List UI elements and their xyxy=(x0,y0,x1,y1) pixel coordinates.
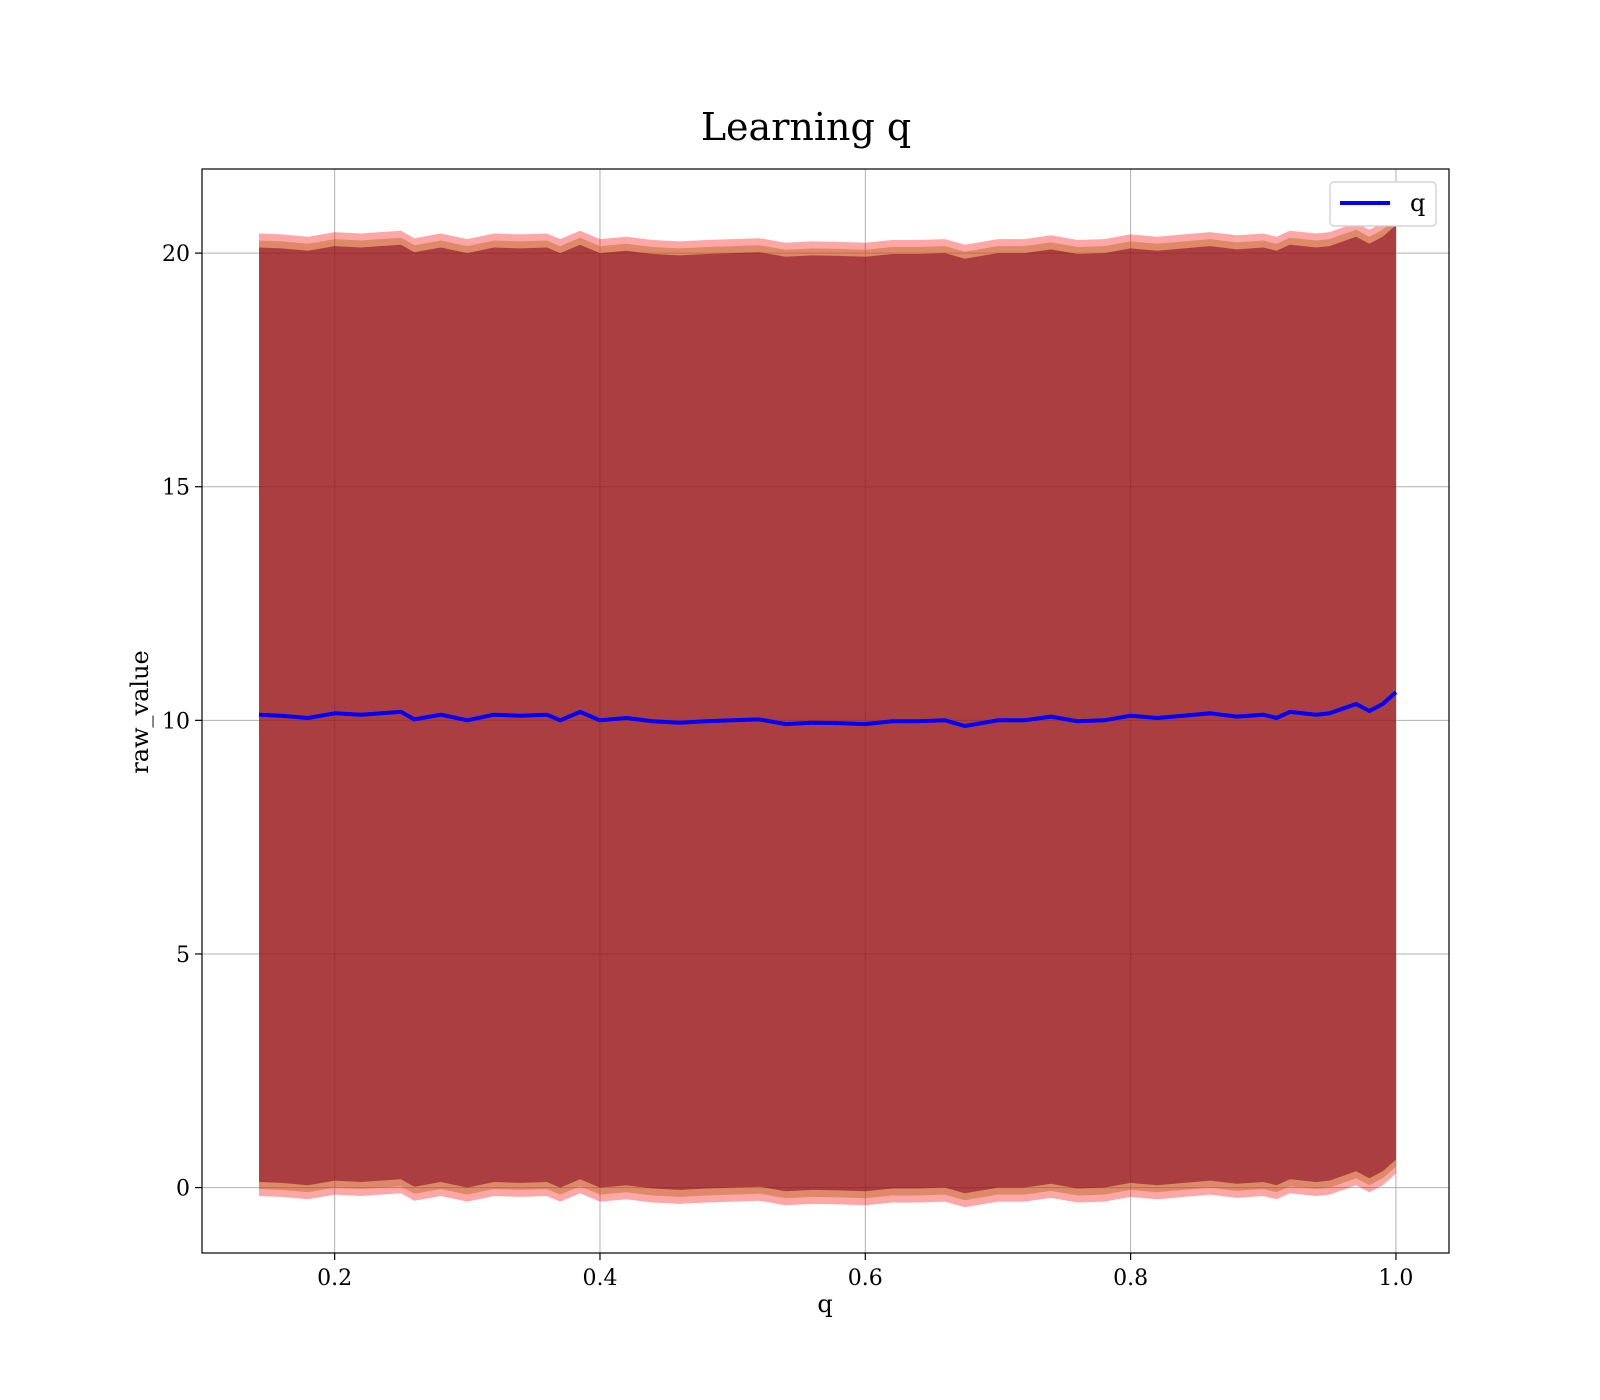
plot-area-frame xyxy=(201,168,1450,1254)
y-tick-label: 15 xyxy=(162,476,190,501)
y-tick-label: 5 xyxy=(176,943,190,968)
series-lines xyxy=(258,690,1398,728)
x-tick-label: 0.6 xyxy=(848,1266,883,1291)
y-tick-label: 10 xyxy=(162,709,190,734)
chart-title: Learning q xyxy=(701,105,911,149)
x-axis-ticks: 0.2 0.4 0.6 0.8 1.0 xyxy=(317,1253,1413,1291)
x-tick-label: 1.0 xyxy=(1378,1266,1413,1291)
x-axis-label: q xyxy=(817,1290,832,1318)
y-axis-ticks: 0 5 10 15 20 xyxy=(162,242,202,1202)
confidence-band-3 xyxy=(259,225,1396,1194)
legend: q xyxy=(1329,181,1437,227)
y-axis-label: raw_value xyxy=(126,650,154,774)
x-tick-label: 0.4 xyxy=(582,1266,617,1291)
confidence-bands xyxy=(259,211,1396,1208)
y-tick-label: 0 xyxy=(176,1177,190,1202)
x-tick-label: 0.2 xyxy=(317,1266,352,1291)
y-tick-label: 20 xyxy=(162,242,190,267)
series-line-q xyxy=(258,690,1398,728)
legend-label-q: q xyxy=(1410,189,1425,217)
x-tick-label: 0.8 xyxy=(1113,1266,1148,1291)
